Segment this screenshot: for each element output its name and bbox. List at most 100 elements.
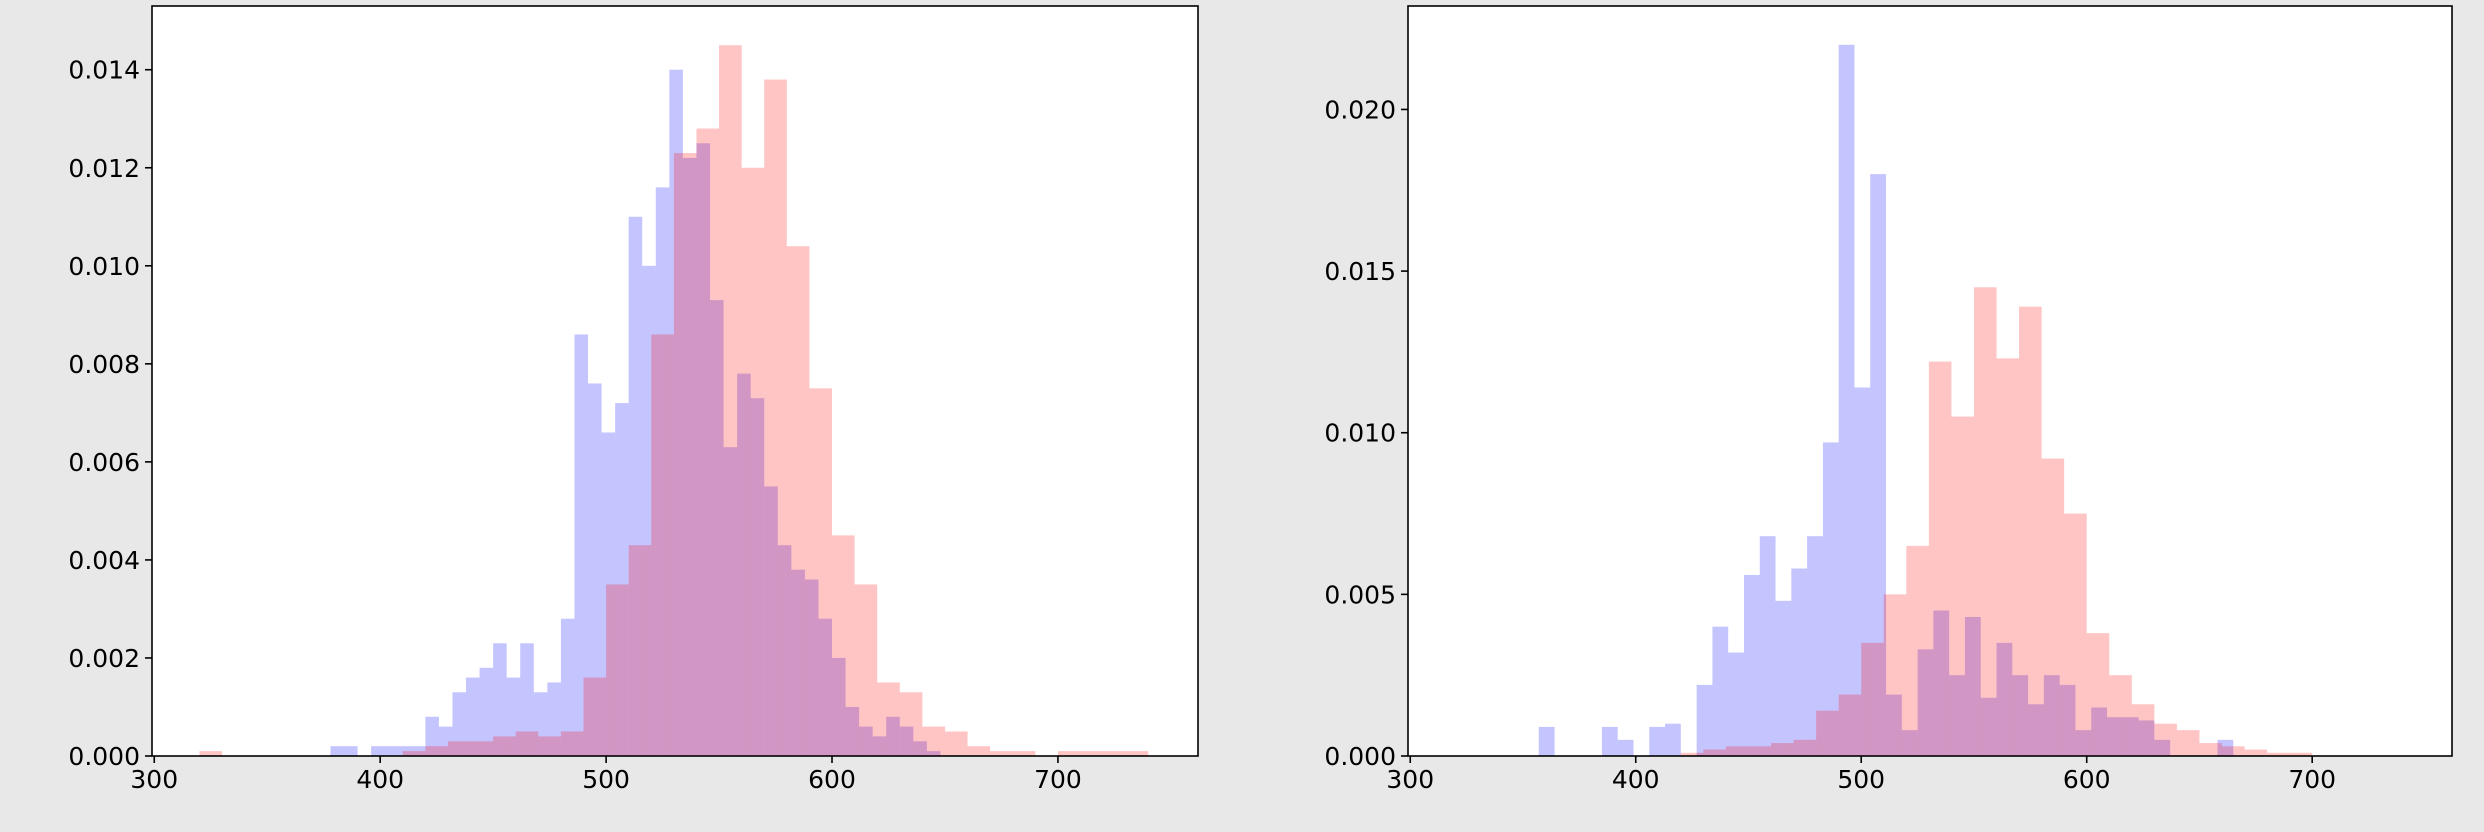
histogram-bar <box>2131 704 2155 756</box>
plot-area <box>1408 6 2452 756</box>
x-tick-label: 300 <box>130 765 178 794</box>
histogram-bar <box>479 667 494 756</box>
histogram-bar <box>1080 751 1104 756</box>
y-tick-label: 0.006 <box>68 448 140 477</box>
histogram-bar <box>1538 726 1555 756</box>
histogram-bar <box>493 736 516 756</box>
histogram-bar <box>1917 649 1934 756</box>
plot-frame <box>1407 5 2453 757</box>
histogram-bar <box>913 741 927 756</box>
histogram-bar <box>2043 675 2060 756</box>
histogram-bar <box>854 584 878 756</box>
histogram-bar <box>832 657 846 756</box>
histogram-bar <box>2244 749 2268 756</box>
histogram-bar <box>466 677 480 756</box>
x-tick-label: 400 <box>1612 765 1660 794</box>
histogram-bar <box>452 692 467 756</box>
histogram-bar <box>2138 720 2155 756</box>
y-tick-label: 0.010 <box>68 252 140 281</box>
histogram-bar <box>1928 361 1952 756</box>
histogram-bar <box>877 682 900 756</box>
histogram-bar <box>2012 675 2029 756</box>
chart: 300 400 500 600 700 0.000 0.005 0.010 0.015 0.020 <box>1324 5 2453 794</box>
histogram-bar <box>1838 44 1855 757</box>
histogram-bar <box>1996 358 2020 756</box>
histogram-bar <box>1728 652 1744 756</box>
x-tick-label: 500 <box>582 765 630 794</box>
histogram-bar <box>1973 287 1997 756</box>
histogram-bar <box>719 45 742 756</box>
histogram-bar <box>493 643 507 756</box>
histogram-bar <box>402 751 426 756</box>
histogram-bar <box>1949 675 1965 756</box>
histogram-bar <box>2028 704 2044 756</box>
histogram-bar <box>1886 694 1902 756</box>
y-tick-label: 0.004 <box>68 546 140 575</box>
histogram-bar <box>741 167 765 756</box>
x-tick-label: 400 <box>356 765 404 794</box>
histogram-bar <box>2122 717 2139 756</box>
histogram-bar <box>926 751 941 756</box>
histogram-bar <box>764 79 787 756</box>
histogram-bar <box>583 677 607 756</box>
histogram-bar <box>398 746 412 756</box>
histogram-bar <box>1996 642 2013 756</box>
histogram-bar <box>425 746 448 756</box>
histogram-bar <box>791 569 805 756</box>
histogram-bar <box>651 334 674 756</box>
histogram-bar <box>1870 174 1887 756</box>
y-tick-label: 0.015 <box>1324 257 1396 286</box>
histogram-bar <box>723 447 738 756</box>
histogram-bar <box>737 373 751 756</box>
y-tick-label: 0.002 <box>68 644 140 673</box>
histogram-bar <box>1103 751 1126 756</box>
histogram-bar <box>438 726 453 756</box>
histogram-bar <box>1617 739 1634 756</box>
histogram-bar <box>832 535 855 756</box>
y-tick-label: 0.020 <box>1324 95 1396 124</box>
histogram-bar <box>922 726 945 756</box>
histogram-bar <box>425 716 439 756</box>
y-tick-label: 0.012 <box>68 154 140 183</box>
histogram-bar <box>710 300 724 756</box>
histogram-bar <box>628 545 652 756</box>
y-tick-label: 0.005 <box>1324 580 1396 609</box>
histogram-bar <box>1816 710 1839 756</box>
histogram-bar <box>899 726 914 756</box>
histogram-bar <box>2154 739 2171 756</box>
histogram-bar <box>764 486 778 756</box>
histogram-bar <box>1775 600 1792 756</box>
histogram-bar <box>1725 746 1749 756</box>
histogram-bar <box>1791 568 1808 756</box>
histogram-bar <box>2041 458 2065 756</box>
histogram-bar <box>1665 723 1681 756</box>
histogram-bar <box>547 682 561 756</box>
histogram-bar <box>2064 513 2087 756</box>
histogram-bar <box>560 731 584 756</box>
histogram-bar <box>601 432 616 756</box>
histogram-bar <box>990 751 1013 756</box>
x-tick-label: 700 <box>2288 765 2336 794</box>
histogram-bar <box>447 741 471 756</box>
histogram-bar <box>682 157 697 756</box>
histogram-bar <box>2222 746 2245 756</box>
histogram-bar <box>1601 726 1618 756</box>
histogram-bar <box>560 618 575 756</box>
x-tick-label: 700 <box>1034 765 1082 794</box>
histogram-bar <box>642 265 656 756</box>
histogram-bar <box>1822 442 1839 756</box>
histogram-bar <box>506 677 521 756</box>
histogram-bar <box>696 143 711 757</box>
histogram-bar <box>344 746 358 756</box>
histogram-bar <box>2019 306 2042 756</box>
histogram-bar <box>606 584 629 756</box>
histogram-bar <box>1901 730 1918 756</box>
histogram-bar <box>1854 387 1871 756</box>
histogram-bar <box>750 398 765 756</box>
histogram-bar <box>696 128 720 757</box>
histogram-bar <box>199 751 223 756</box>
histogram-bar <box>2086 633 2110 756</box>
histogram-bar <box>515 731 539 756</box>
histogram-bar <box>786 246 810 756</box>
